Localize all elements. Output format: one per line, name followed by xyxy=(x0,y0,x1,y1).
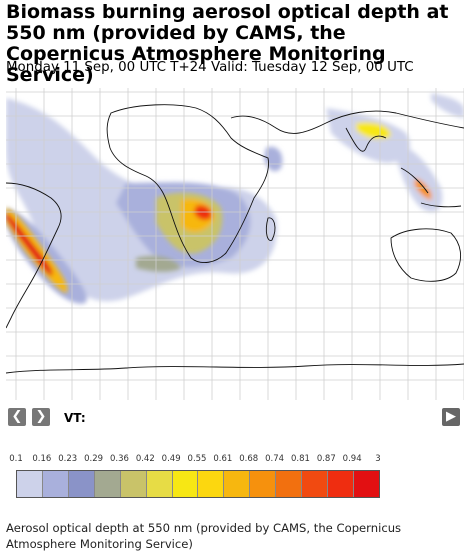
legend-swatch xyxy=(17,471,43,497)
legend-tick-label: 0.55 xyxy=(187,454,207,464)
legend-tick-label: 0.74 xyxy=(265,454,285,464)
legend-swatch xyxy=(68,471,95,497)
legend-swatch xyxy=(328,471,354,497)
legend-tick-label: 0.29 xyxy=(84,454,104,464)
prev-frame-button[interactable]: ❮ xyxy=(8,408,26,426)
map-caption: Aerosol optical depth at 550 nm (provide… xyxy=(6,521,402,551)
chevron-left-icon: ❮ xyxy=(11,409,23,424)
play-button[interactable]: ▶ xyxy=(442,408,460,426)
vt-label: VT: xyxy=(64,411,86,425)
legend-ticks: 0.1 0.16 0.23 0.29 0.36 0.42 0.49 0.55 0.61 0.68 0… xyxy=(6,454,406,466)
play-icon: ▶ xyxy=(446,409,456,424)
legend-tick-label: 0.1 xyxy=(9,454,23,464)
legend-swatch xyxy=(198,471,225,497)
legend-tick-label: 0.68 xyxy=(239,454,259,464)
legend-swatch xyxy=(224,471,251,497)
legend-tick-label: 0.81 xyxy=(290,454,310,464)
legend-tick-label: 0.49 xyxy=(161,454,181,464)
lat-lon-grid xyxy=(6,88,464,400)
legend-swatch xyxy=(42,471,69,497)
animation-controls: ❮ ❯ VT: ▶ xyxy=(6,404,464,432)
valid-time-subtitle: Monday 11 Sep, 00 UTC T+24 Valid: Tuesda… xyxy=(6,60,414,75)
chevron-right-icon: ❯ xyxy=(35,409,47,424)
next-frame-button[interactable]: ❯ xyxy=(32,408,50,426)
color-scale-legend: 0.1 0.16 0.23 0.29 0.36 0.42 0.49 0.55 0.61 0.68 0… xyxy=(6,448,464,508)
legend-swatch xyxy=(146,471,173,497)
legend-swatch xyxy=(172,471,199,497)
legend-color-bar xyxy=(16,470,380,498)
legend-tick-label: 0.36 xyxy=(109,454,129,464)
legend-tick-label: 0.61 xyxy=(213,454,233,464)
legend-swatch xyxy=(302,471,329,497)
legend-tick-label: 0.23 xyxy=(58,454,78,464)
legend-tick-label: 0.16 xyxy=(32,454,52,464)
page-title: Biomass burning aerosol optical depth at… xyxy=(6,1,449,86)
legend-swatch xyxy=(276,471,303,497)
legend-swatch xyxy=(353,471,379,497)
legend-tick-label: 0.42 xyxy=(135,454,155,464)
legend-tick-label: 0.87 xyxy=(316,454,336,464)
legend-tick-label: 3 xyxy=(375,454,381,464)
coastlines xyxy=(6,104,464,374)
aerosol-map xyxy=(6,88,464,400)
legend-swatch xyxy=(120,471,147,497)
aerosol-plume-layer xyxy=(6,93,464,304)
legend-swatch xyxy=(250,471,277,497)
legend-swatch xyxy=(94,471,121,497)
legend-tick-label: 0.94 xyxy=(342,454,362,464)
